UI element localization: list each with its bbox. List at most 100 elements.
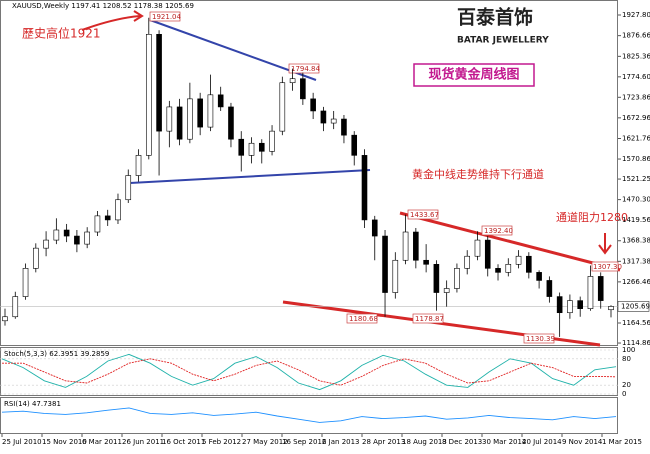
candle-body	[310, 98, 316, 112]
y-tick-label: 1672.96	[622, 114, 650, 122]
label-box	[591, 261, 619, 272]
candle-body	[12, 296, 19, 318]
candle-body	[94, 215, 101, 233]
price-label: 1392.40	[484, 227, 513, 235]
price-label: 1180.68	[349, 315, 378, 323]
candle-body	[197, 98, 203, 128]
candle-body	[351, 134, 358, 156]
logo: 百泰首饰	[457, 6, 533, 29]
label-box	[481, 225, 513, 236]
rsi-line	[1, 407, 617, 423]
candle-body	[258, 142, 265, 152]
label-box	[288, 63, 320, 74]
y-tick-label: 20	[622, 381, 631, 389]
stoch-line	[2, 358, 617, 386]
candle-body	[104, 215, 111, 221]
candle-body	[248, 142, 255, 156]
candle-body	[269, 130, 275, 152]
candle-body	[33, 247, 39, 269]
candle-body	[433, 263, 440, 293]
candle-body	[515, 255, 522, 265]
label-box	[523, 333, 555, 344]
y-tick-label: 80	[622, 355, 631, 363]
chart-name: 现货黄金周线图	[428, 67, 519, 83]
resistance-note: 通道阻力1280	[556, 210, 628, 224]
y-tick-label: 1470.30	[622, 196, 650, 204]
candle-body	[361, 155, 368, 221]
current-price-box	[617, 301, 650, 312]
candle-body	[22, 268, 29, 297]
x-tick-label: 16 Oct 2011	[162, 438, 205, 446]
y-tick-label: 1521.25	[622, 175, 650, 183]
candle-body	[238, 138, 245, 156]
x-tick-label: 16 Sep 2012	[282, 438, 326, 446]
candle-body	[74, 235, 80, 245]
y-tick-label: 1927.80	[622, 11, 650, 19]
x-tick-label: 25 Jul 2010	[2, 438, 42, 446]
candle-body	[402, 231, 409, 261]
x-tick-label: 15 Nov 2010	[42, 438, 87, 446]
candle-body	[217, 94, 224, 108]
candle-body	[341, 118, 347, 136]
high-note: 歷史高位1921	[22, 26, 101, 41]
candle-body	[608, 306, 614, 311]
x-tick-label: 6 Jan 2013	[322, 438, 360, 446]
candle-body	[536, 272, 542, 281]
y-tick-label: 1723.86	[622, 93, 650, 101]
x-tick-label: 28 Apr 2013	[362, 438, 405, 446]
y-tick-label: 1876.66	[622, 32, 650, 40]
candle-body	[546, 280, 553, 297]
symbol: XAUUSD,Weekly	[12, 2, 69, 10]
candle-body	[115, 199, 121, 221]
candle-body	[166, 106, 173, 132]
candle-body	[382, 235, 388, 293]
candle-body	[413, 231, 419, 261]
candle-body	[279, 82, 286, 132]
candle-body	[228, 106, 234, 140]
x-tick-label: 26 Jun 2011	[122, 438, 164, 446]
candle-body	[371, 219, 378, 237]
x-tick-label: 5 Feb 2012	[202, 438, 241, 446]
x-tick-label: 27 May 2012	[242, 438, 288, 446]
frames	[0, 0, 618, 434]
low: 1178.38	[134, 2, 163, 10]
candle-body	[392, 259, 399, 293]
close: 1205.69	[165, 2, 194, 10]
chart-name-box	[413, 63, 535, 87]
y-tick-label: 1368.38	[622, 237, 650, 245]
candle-body	[63, 229, 70, 237]
candle-body	[495, 268, 501, 273]
candle-body	[443, 288, 450, 293]
candle-body	[145, 33, 152, 156]
candle-body	[454, 268, 460, 289]
x-tick-label: 18 Aug 2013	[402, 438, 447, 446]
candle-body	[43, 239, 49, 249]
y-tick-label: 0	[622, 390, 626, 398]
y-tick-label: 1825.36	[622, 52, 650, 60]
rsi-label: RSI(14) 47.7381	[4, 400, 61, 408]
y-tick-label: 1317.38	[622, 257, 650, 265]
candle-body	[320, 110, 327, 124]
candle-body	[135, 155, 142, 176]
candle-body	[330, 118, 337, 124]
candle-body	[484, 239, 491, 269]
candle-body	[187, 98, 193, 140]
candle-body	[556, 296, 563, 314]
x-tick-label: 6 Mar 2011	[82, 438, 122, 446]
candle-body	[207, 94, 214, 128]
price-label: 1433.67	[410, 211, 439, 219]
candle-body	[597, 276, 604, 301]
y-tick-label: 1570.86	[622, 155, 650, 163]
logo-en: BATAR JEWELLERY	[457, 36, 549, 46]
label-box	[412, 313, 444, 324]
y-tick-label: 1164.56	[622, 319, 650, 327]
high: 1208.52	[103, 2, 132, 10]
candle-body	[474, 239, 481, 257]
label-box	[149, 11, 181, 22]
stoch-line	[1, 353, 617, 391]
open: 1197.41	[71, 2, 100, 10]
candle-body	[53, 229, 60, 241]
candle-body	[289, 78, 296, 84]
